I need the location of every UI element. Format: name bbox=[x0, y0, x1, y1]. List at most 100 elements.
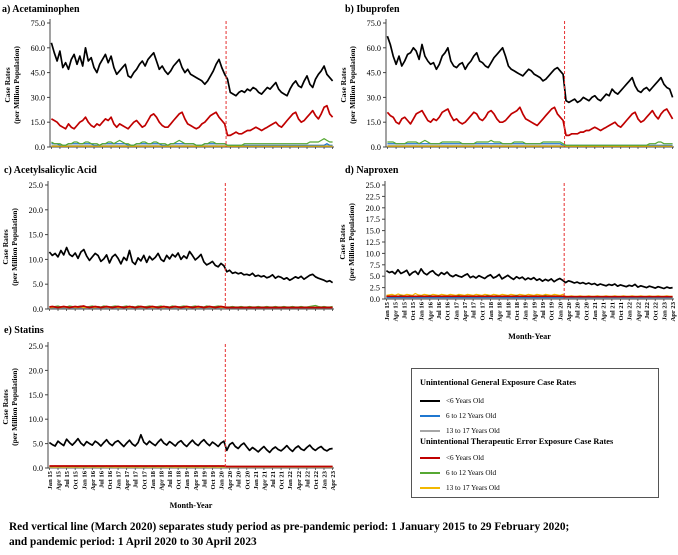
x-tick-label: Apr 20 bbox=[566, 301, 573, 321]
x-tick-label: Oct 15 bbox=[410, 301, 417, 320]
y-axis-label: Case Rates bbox=[338, 224, 347, 259]
y-tick-label: 60.0 bbox=[367, 44, 381, 53]
legend-label: <6 Years Old bbox=[446, 397, 484, 405]
chart-panel-a: a) Acetaminophen 0.0 15.0 30.0 45.0 60.0 75.0 C… bbox=[2, 4, 334, 152]
x-tick-label: Apr 22 bbox=[296, 470, 303, 490]
x-tick-label: Apr 23 bbox=[330, 470, 337, 490]
chart-title: d) Naproxen bbox=[345, 165, 399, 176]
chart-title: a) Acetaminophen bbox=[2, 4, 80, 15]
chart-title: e) Statins bbox=[4, 325, 44, 336]
y-axis-label: (per Million Population) bbox=[348, 46, 357, 124]
x-tick-label: Oct 22 bbox=[313, 470, 320, 489]
y-tick-label: 20.0 bbox=[366, 204, 380, 213]
x-tick-label: Oct 15 bbox=[73, 470, 80, 489]
x-tick-label: Apr 21 bbox=[261, 471, 268, 490]
x-tick-label: Jul 19 bbox=[540, 301, 547, 319]
legend-swatch bbox=[420, 472, 440, 474]
x-tick-label: Jul 16 bbox=[436, 301, 443, 319]
series-line-ther_lt6 bbox=[386, 106, 674, 137]
x-tick-label: Apr 20 bbox=[227, 470, 234, 490]
legend-label: 13 to 17 Years Old bbox=[446, 427, 500, 435]
y-tick-label: 75.0 bbox=[367, 19, 381, 28]
chart-title: c) Acetylsalicylic Acid bbox=[4, 165, 97, 176]
x-tick-label: Apr 15 bbox=[393, 301, 400, 321]
series-line-ther_6_12 bbox=[387, 139, 673, 146]
y-axis-label: Case Rates bbox=[3, 67, 12, 102]
x-tick-label: Apr 19 bbox=[193, 470, 200, 490]
chart-title: b) Ibuprofen bbox=[345, 4, 400, 15]
x-tick-label: Oct 20 bbox=[244, 470, 251, 489]
y-tick-label: 20.0 bbox=[29, 366, 43, 375]
x-tick-label: Jul 19 bbox=[201, 470, 208, 488]
y-tick-label: 15.0 bbox=[29, 391, 43, 400]
y-tick-label: 0.0 bbox=[33, 305, 43, 314]
series-line-ther_lt6 bbox=[50, 104, 334, 137]
x-tick-label: Jul 21 bbox=[609, 302, 616, 319]
legend-swatch bbox=[420, 457, 440, 459]
x-tick-label: Jan 16 bbox=[419, 301, 426, 320]
y-tick-label: 75.0 bbox=[31, 19, 45, 28]
series-line-gen_lt6 bbox=[48, 433, 333, 454]
x-tick-label: Jul 20 bbox=[575, 301, 582, 319]
x-tick-label: Apr 19 bbox=[531, 301, 538, 321]
x-axis-label: Month-Year bbox=[170, 501, 213, 510]
y-tick-label: 15.0 bbox=[367, 118, 381, 127]
legend-swatch bbox=[420, 415, 440, 417]
y-tick-label: 15.0 bbox=[366, 227, 380, 236]
y-axis-label: Case Rates bbox=[339, 67, 348, 102]
x-tick-label: Apr 16 bbox=[90, 470, 97, 490]
y-tick-label: 5.0 bbox=[33, 280, 43, 289]
x-tick-label: Jul 21 bbox=[270, 471, 277, 488]
x-tick-label: Jan 21 bbox=[592, 302, 599, 321]
x-tick-label: Jul 15 bbox=[64, 470, 71, 488]
x-tick-label: Jan 17 bbox=[453, 301, 460, 320]
y-tick-label: 2.5 bbox=[370, 284, 380, 293]
x-tick-label: Jan 23 bbox=[321, 470, 328, 489]
legend-item-therapeutic-13-17: 13 to 17 Years Old bbox=[420, 482, 500, 494]
y-tick-label: 30.0 bbox=[367, 93, 381, 102]
series-line-gen_lt6 bbox=[385, 268, 673, 290]
series-line-ther_lt6 bbox=[49, 305, 333, 309]
legend-item-therapeutic-lt6: <6 Years Old bbox=[420, 452, 484, 464]
y-tick-label: 25.0 bbox=[366, 181, 380, 190]
y-tick-label: 45.0 bbox=[31, 69, 45, 78]
x-tick-label: Jul 20 bbox=[236, 470, 243, 488]
x-tick-label: Jan 20 bbox=[219, 470, 226, 489]
y-tick-label: 25.0 bbox=[29, 342, 43, 351]
y-axis-label: Case Rates bbox=[1, 229, 10, 264]
y-axis-label: (per Million Population) bbox=[347, 203, 356, 281]
y-tick-label: 25.0 bbox=[29, 181, 43, 190]
x-tick-label: Jan 16 bbox=[81, 470, 88, 489]
x-tick-label: Apr 18 bbox=[497, 301, 504, 321]
x-tick-label: Oct 17 bbox=[141, 470, 148, 489]
legend-label: 13 to 17 Years Old bbox=[446, 484, 500, 492]
legend-box: Unintentional General Exposure Case Rate… bbox=[411, 368, 659, 498]
x-tick-label: Apr 17 bbox=[462, 301, 469, 321]
series-line-gen_lt6 bbox=[386, 35, 674, 104]
x-tick-label: Jan 18 bbox=[150, 470, 157, 489]
x-tick-label: Jan 19 bbox=[184, 470, 191, 489]
x-tick-label: Jul 15 bbox=[401, 301, 408, 319]
x-tick-label: Jul 22 bbox=[644, 301, 651, 319]
y-tick-label: 5.0 bbox=[33, 440, 43, 449]
x-tick-label: Jul 16 bbox=[98, 470, 105, 488]
x-tick-label: Oct 16 bbox=[107, 470, 114, 489]
y-tick-label: 30.0 bbox=[31, 93, 45, 102]
x-tick-label: Jan 22 bbox=[287, 470, 294, 489]
legend-label: <6 Years Old bbox=[446, 454, 484, 462]
legend-swatch bbox=[420, 487, 440, 489]
y-tick-label: 0.0 bbox=[35, 143, 45, 152]
legend-swatch bbox=[420, 400, 440, 402]
legend-item-general-6-12: 6 to 12 Years Old bbox=[420, 410, 496, 422]
x-tick-label: Oct 16 bbox=[445, 301, 452, 320]
series-line-gen_lt6 bbox=[48, 246, 334, 284]
legend-general-header: Unintentional General Exposure Case Rate… bbox=[420, 378, 577, 387]
x-tick-label: Oct 20 bbox=[583, 301, 590, 320]
x-tick-label: Jan 17 bbox=[116, 470, 123, 489]
x-tick-label: Jan 23 bbox=[661, 301, 668, 320]
y-tick-label: 15.0 bbox=[31, 118, 45, 127]
x-tick-label: Jan 15 bbox=[384, 301, 391, 320]
series-line-ther_6_12 bbox=[51, 138, 333, 146]
legend-label: 6 to 12 Years Old bbox=[446, 412, 497, 420]
